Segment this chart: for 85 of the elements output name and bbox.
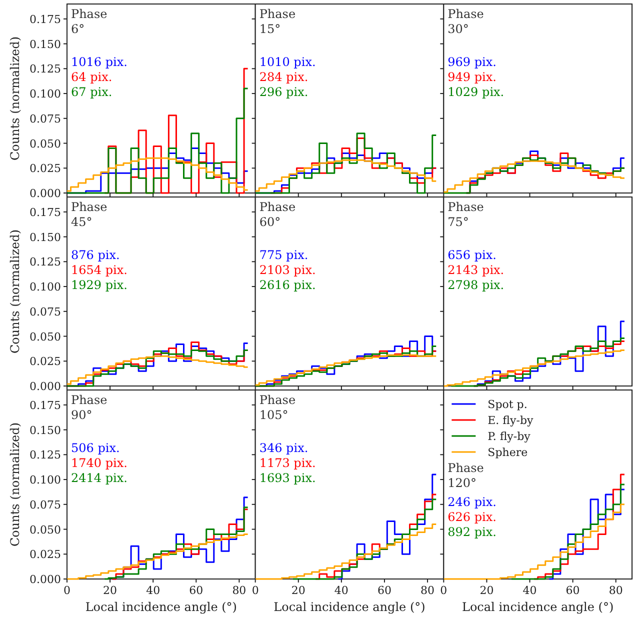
annotation: Phase 90° <box>71 393 108 422</box>
x-axis-title: Local incidence angle (°) <box>462 600 614 614</box>
x-tick-label: 20 <box>103 584 118 597</box>
annotation: Phase 105° <box>259 393 296 422</box>
y-tick-label: 0.000 <box>30 187 61 200</box>
x-tick-label: 60 <box>566 584 580 597</box>
x-tick-label: 20 <box>291 584 306 597</box>
annotation: Phase 75° <box>448 200 484 229</box>
y-tick-label: 0.100 <box>30 88 61 101</box>
annotation: 2798 pix. <box>448 278 504 292</box>
x-tick-label: 20 <box>480 584 494 597</box>
y-tick-label: 0.150 <box>30 38 61 51</box>
annotation: 1010 pix. <box>259 55 316 69</box>
y-axis-title: Counts (normalized) <box>8 422 22 547</box>
x-tick-label: 0 <box>440 584 448 597</box>
y-tick-label: 0.025 <box>30 355 61 368</box>
y-tick-label: 0.175 <box>30 206 61 219</box>
annotation: 506 pix. <box>71 441 120 455</box>
x-tick-label: 40 <box>146 584 160 597</box>
y-tick-label: 0.050 <box>30 330 61 344</box>
y-tick-label: 0.125 <box>30 62 61 76</box>
y-tick-label: 0.100 <box>30 280 61 294</box>
annotation: 2103 pix. <box>259 263 316 277</box>
y-tick-label: 0.150 <box>30 230 61 244</box>
annotation: Phase 30° <box>448 7 484 36</box>
x-tick-label: 80 <box>420 584 435 597</box>
annotation: 969 pix. <box>448 55 496 69</box>
legend-label: P. fly-by <box>488 430 532 443</box>
legend-label: Sphere <box>488 446 528 459</box>
annotation: 67 pix. <box>71 85 112 99</box>
x-tick-label: 40 <box>334 584 348 597</box>
legend-label: E. fly-by <box>488 414 534 427</box>
x-tick-label: 0 <box>64 584 70 597</box>
annotation: 2414 pix. <box>71 471 128 485</box>
annotation: 775 pix. <box>259 248 308 262</box>
y-tick-label: 0.050 <box>30 137 61 150</box>
annotation: 1929 pix. <box>71 278 128 292</box>
y-tick-label: 0.125 <box>30 256 61 269</box>
y-tick-label: 0.100 <box>30 474 61 487</box>
x-tick-label: 60 <box>189 584 204 597</box>
annotation: 2143 pix. <box>448 263 504 277</box>
y-tick-label: 0.000 <box>30 573 61 586</box>
annotation: Phase 45° <box>71 200 108 229</box>
x-tick-label: 0 <box>252 584 259 597</box>
annotation: 64 pix. <box>71 70 112 84</box>
y-tick-label: 0.075 <box>30 112 61 126</box>
x-tick-label: 40 <box>522 584 537 597</box>
annotation: 1029 pix. <box>448 85 504 99</box>
y-tick-label: 0.075 <box>30 498 61 512</box>
y-axis-title: Counts (normalized) <box>8 36 22 161</box>
annotation: 296 pix. <box>259 85 308 99</box>
y-axis-title: Counts (normalized) <box>8 229 22 354</box>
y-tick-label: 0.025 <box>30 162 61 176</box>
annotation: 2616 pix. <box>259 278 316 292</box>
y-tick-label: 0.050 <box>30 523 61 536</box>
annotation: Phase 120° <box>448 461 484 490</box>
y-tick-label: 0.175 <box>30 12 61 26</box>
annotation: 1693 pix. <box>259 471 316 485</box>
annotation: Phase 60° <box>259 200 296 229</box>
x-axis-title: Local incidence angle (°) <box>85 600 238 614</box>
y-tick-label: 0.150 <box>30 424 61 437</box>
annotation: 284 pix. <box>259 70 308 84</box>
annotation: 892 pix. <box>448 525 496 539</box>
annotation: 1173 pix. <box>259 456 316 470</box>
x-tick-label: 60 <box>377 584 392 597</box>
x-tick-label: 80 <box>232 584 246 597</box>
y-tick-label: 0.000 <box>30 380 61 393</box>
annotation: 1740 pix. <box>71 456 128 470</box>
x-axis-title: Local incidence angle (°) <box>274 600 426 614</box>
x-tick-label: 80 <box>608 584 623 597</box>
annotation: 876 pix. <box>71 248 120 262</box>
annotation: 346 pix. <box>259 441 308 455</box>
annotation: 1654 pix. <box>71 263 128 277</box>
y-tick-label: 0.125 <box>30 448 61 462</box>
annotation: 656 pix. <box>448 248 496 262</box>
annotation: Phase 15° <box>259 7 296 36</box>
annotation: 1016 pix. <box>71 55 128 69</box>
legend-label: Spot p. <box>488 398 528 411</box>
y-tick-label: 0.175 <box>30 398 61 412</box>
y-tick-label: 0.075 <box>30 305 61 318</box>
annotation: 246 pix. <box>448 495 496 509</box>
annotation: 626 pix. <box>448 510 496 524</box>
y-tick-label: 0.025 <box>30 548 61 562</box>
annotation: 949 pix. <box>448 70 496 84</box>
annotation: Phase 6° <box>71 7 108 36</box>
